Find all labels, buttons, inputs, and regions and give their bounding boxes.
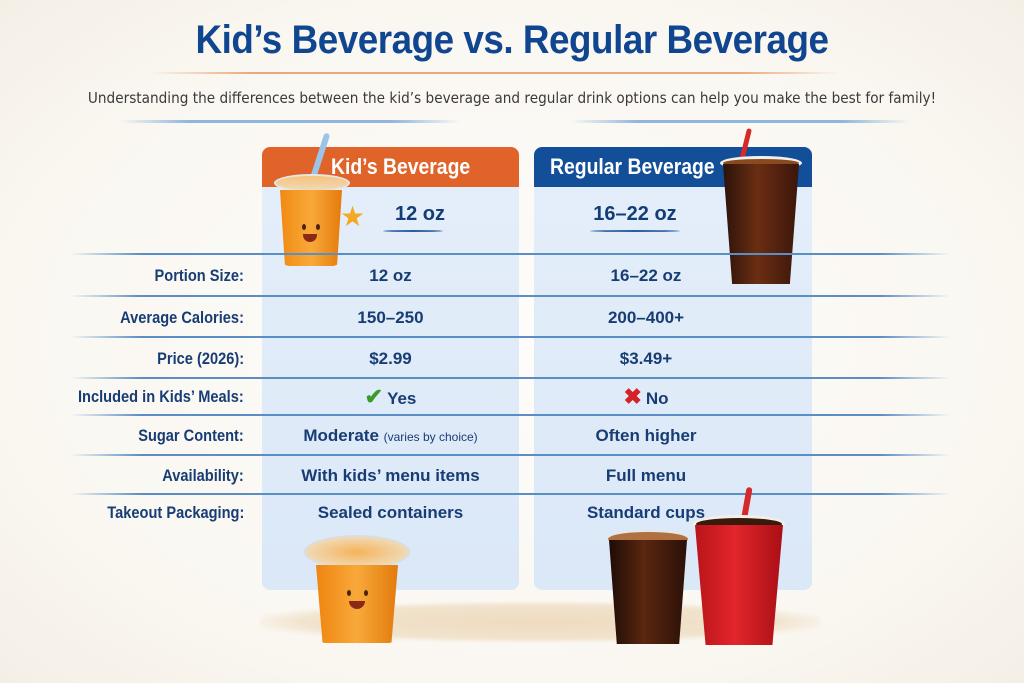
regular-column-title: Regular Beverage <box>550 154 715 179</box>
clear-cola-cup-illustration <box>606 530 690 646</box>
page-title: Kid’s Beverage vs. Regular Beverage <box>195 18 829 62</box>
row-label: Portion Size: <box>154 266 244 285</box>
red-cup-illustration <box>693 486 785 647</box>
row-divider <box>70 253 950 255</box>
row-label: Takeout Packaging: <box>106 503 244 522</box>
kid-value: With kids’ menu items <box>301 466 480 485</box>
kid-column-title: Kid’s Beverage <box>330 154 471 179</box>
table-row-availability: Availability: With kids’ menu items Full… <box>0 459 1024 493</box>
face-mouth <box>349 601 365 609</box>
regular-value: Full menu <box>605 466 687 485</box>
kid-sealed-cup-illustration <box>302 535 412 645</box>
row-divider <box>70 454 950 456</box>
kid-value: Moderate (varies by choice) <box>262 426 519 446</box>
table-row-portion-size: Portion Size: 12 oz 16–22 oz <box>0 259 1024 293</box>
check-icon: ✔ <box>364 384 384 409</box>
table-row-included-kids-meals: Included in Kids’ Meals: ✔ Yes ✖ No <box>0 380 1024 414</box>
regular-value: 200–400+ <box>607 308 685 327</box>
regular-cup-illustration <box>720 128 802 288</box>
regular-value: Standard cups <box>586 503 706 522</box>
face-eye <box>302 224 306 230</box>
face-eye <box>347 590 351 596</box>
kid-value: Sealed containers <box>317 503 464 522</box>
subtitle-divider-left <box>120 120 460 123</box>
row-label: Sugar Content: <box>138 426 244 445</box>
face-eye <box>364 590 368 596</box>
subtitle-divider-right <box>570 120 910 123</box>
kid-value: $2.99 <box>369 349 412 368</box>
kid-size-badge: 12 oz <box>394 203 446 225</box>
row-divider <box>70 414 950 416</box>
title-underline <box>150 72 840 74</box>
row-divider <box>70 295 950 297</box>
table-row-average-calories: Average Calories: 150–250 200–400+ <box>0 301 1024 335</box>
kid-value-text: Yes <box>387 389 417 408</box>
kid-value-text: Moderate <box>303 426 379 445</box>
regular-value: ✖ No <box>534 384 758 410</box>
row-divider <box>70 377 950 379</box>
face-mouth <box>303 234 317 242</box>
regular-size-underline <box>590 230 680 232</box>
page-subtitle: Understanding the differences between th… <box>87 89 937 107</box>
table-row-takeout-packaging: Takeout Packaging: Sealed containers Sta… <box>0 496 1024 530</box>
kid-value: 12 oz <box>369 266 412 285</box>
cup-lid <box>304 535 410 569</box>
regular-value: $3.49+ <box>619 349 673 368</box>
cup-body <box>609 540 687 644</box>
regular-value: 16–22 oz <box>610 266 682 285</box>
cup-lid <box>274 174 350 192</box>
regular-value-text: No <box>645 389 669 408</box>
face-eye <box>316 224 320 230</box>
kid-value: 150–250 <box>357 308 424 327</box>
cup-body <box>695 525 783 645</box>
row-label: Availability: <box>162 466 244 485</box>
regular-value: Often higher <box>595 426 697 445</box>
cross-icon: ✖ <box>623 384 642 409</box>
row-label: Included in Kids’ Meals: <box>78 387 244 406</box>
row-divider <box>70 336 950 338</box>
table-row-price: Price (2026): $2.99 $3.49+ <box>0 342 1024 376</box>
cup-body <box>723 164 799 284</box>
regular-size-badge: 16–22 oz <box>593 203 677 225</box>
row-label: Price (2026): <box>157 349 244 368</box>
row-divider <box>70 493 950 495</box>
kid-value: ✔ Yes <box>262 384 519 410</box>
star-icon: ★ <box>340 201 366 232</box>
kid-size-underline <box>383 230 443 232</box>
kid-value-note: (varies by choice) <box>383 430 478 444</box>
table-row-sugar-content: Sugar Content: Moderate (varies by choic… <box>0 419 1024 453</box>
row-label: Average Calories: <box>120 308 244 327</box>
